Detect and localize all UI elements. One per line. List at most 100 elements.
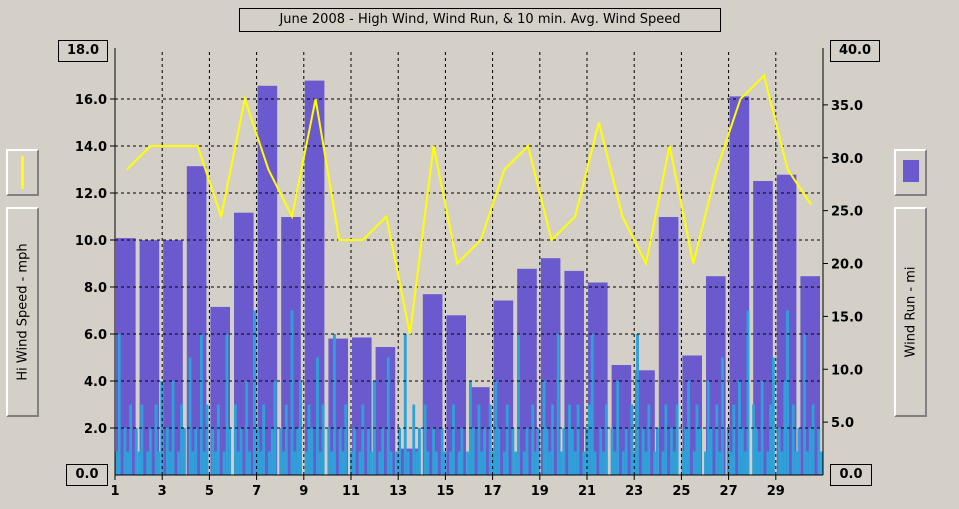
x-tick-label: 1 [110,484,119,499]
avg-wind-bar [282,451,285,475]
avg-wind-bar [279,428,283,475]
avg-wind-bar [621,451,625,475]
x-tick-label: 15 [436,484,454,499]
avg-wind-bar [330,451,334,475]
right-axis-max: 40.0 [830,40,880,62]
wind-run-bar [540,258,561,475]
avg-wind-bar [225,334,229,475]
avg-wind-bar [304,451,308,475]
avg-wind-bar [684,428,688,475]
avg-wind-bar [290,310,294,475]
avg-wind-bar [123,428,127,475]
avg-wind-bar [443,451,447,475]
avg-wind-bar [806,451,809,475]
avg-wind-bar [709,428,713,475]
avg-wind-bar [772,357,775,475]
x-tick-label: 11 [342,484,360,499]
avg-wind-bar [670,428,673,475]
avg-wind-bar [228,428,232,475]
avg-wind-bar [403,334,407,475]
avg-wind-bar [293,451,297,475]
avg-wind-bar [769,404,773,475]
avg-wind-bar [636,334,639,475]
right-axis-label-panel: Wind Run - mi [894,207,927,417]
wind-run-bar [257,85,278,476]
avg-wind-bar [318,451,322,475]
avg-wind-bar [672,451,676,475]
avg-wind-bar [321,404,325,475]
avg-wind-bar [432,428,436,475]
x-tick-label: 17 [484,484,502,499]
avg-wind-bar [573,451,577,475]
avg-wind-bar [115,451,118,475]
avg-wind-bar [378,451,382,475]
wind-run-bar [304,80,325,475]
avg-wind-bar [381,428,385,475]
avg-wind-bar [137,451,141,475]
avg-wind-bar [214,451,217,475]
avg-wind-bar [582,451,586,475]
avg-wind-bar [270,428,274,475]
avg-wind-bar [740,428,744,475]
x-tick-label: 23 [625,484,643,499]
left-tick-label: 14.0 [75,140,107,155]
avg-wind-bar [559,451,563,475]
avg-wind-bar [466,451,469,475]
avg-wind-bar [630,404,634,475]
avg-wind-bar [732,404,736,475]
avg-wind-bar [386,357,390,475]
avg-wind-bar [182,428,186,475]
x-tick-label: 19 [531,484,549,499]
avg-wind-bar [585,428,588,475]
avg-wind-bar [471,428,475,475]
avg-wind-bar [146,451,149,475]
x-tick-label: 21 [578,484,596,499]
avg-wind-bar [562,428,566,475]
avg-wind-bar [367,428,370,475]
avg-wind-bar [548,451,552,475]
avg-wind-bar [545,428,549,475]
avg-wind-bar [808,428,812,475]
avg-wind-bar [766,451,770,475]
left-tick-label: 10.0 [75,234,107,249]
avg-wind-bar [262,404,266,475]
avg-wind-bar [154,404,158,475]
avg-wind-bar [794,451,798,475]
avg-wind-bar [239,428,243,475]
avg-wind-bar [817,428,821,475]
avg-wind-bar [491,451,495,475]
right-tick-label: 25.0 [831,205,863,220]
avg-wind-bar [752,404,756,475]
avg-wind-bar [692,451,696,475]
avg-wind-bar [426,451,430,475]
avg-wind-bar [194,428,198,475]
avg-wind-bar [395,451,399,475]
avg-wind-bar [811,404,815,475]
avg-wind-bar [661,451,665,475]
x-tick-label: 13 [389,484,407,499]
left-tick-label: 6.0 [84,328,107,343]
avg-wind-bar [177,451,181,475]
avg-wind-bar [171,381,175,475]
avg-wind-bar [477,404,481,475]
avg-wind-bar [273,381,277,475]
right-tick-label: 30.0 [831,152,863,167]
avg-wind-bar [641,428,645,475]
avg-wind-bar [180,404,183,475]
avg-wind-bar [423,404,427,475]
avg-wind-bar [245,381,249,475]
avg-wind-bar [488,404,492,475]
avg-wind-bar [644,451,648,475]
avg-wind-bar [655,428,659,475]
avg-wind-bar [361,404,365,475]
avg-wind-bar [511,428,515,475]
avg-wind-bar [534,451,537,475]
x-tick-label: 9 [299,484,308,499]
right-tick-label: 15.0 [831,310,863,325]
avg-wind-bar [803,334,807,475]
avg-wind-bar [233,404,237,475]
wind-run-bar [422,294,443,475]
avg-wind-bar [797,428,801,475]
avg-wind-bar [418,428,421,475]
avg-wind-bar [783,381,787,475]
